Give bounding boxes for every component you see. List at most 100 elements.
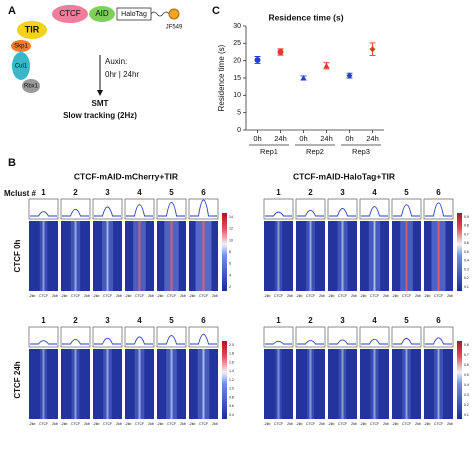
x-tick-label: CTCF bbox=[338, 422, 347, 426]
data-point bbox=[277, 49, 284, 55]
auxin-label: Auxin: bbox=[105, 57, 127, 66]
colorbar-tick-label: 0.6 bbox=[229, 404, 234, 408]
panel-title: CTCF-mAID-HaloTag+TIR bbox=[293, 171, 395, 181]
x-tick-label: CTCF bbox=[103, 294, 112, 298]
data-point bbox=[346, 72, 353, 79]
x-tick-label: 2kb bbox=[212, 422, 218, 426]
x-tick-label: -2kb bbox=[61, 422, 68, 426]
profile-box bbox=[124, 198, 155, 220]
y-tick-label: 5 bbox=[237, 110, 241, 117]
halotag-label: HaloTag bbox=[121, 11, 147, 18]
heatmap-center bbox=[405, 221, 408, 291]
colorbar-tick-label: 0.7 bbox=[464, 353, 469, 357]
dye-shape bbox=[168, 8, 180, 20]
x-tick-label: 2kb bbox=[148, 294, 154, 298]
colorbar-tick-label: 0.2 bbox=[464, 403, 469, 407]
data-point bbox=[323, 62, 330, 69]
colorbar-tick-label: 6 bbox=[229, 262, 231, 266]
cul1-label: Cul1 bbox=[15, 64, 28, 70]
colorbar-tick-label: 0.6 bbox=[464, 363, 469, 367]
x-tick-label: -2kb bbox=[328, 422, 335, 426]
panel-letter: A bbox=[8, 5, 16, 17]
x-tick-label: -2kb bbox=[360, 294, 367, 298]
colorbar-tick-label: 8 bbox=[229, 250, 231, 254]
profile-box bbox=[295, 326, 326, 348]
x-tick-label: 0h bbox=[299, 134, 307, 143]
heatmap-center bbox=[373, 221, 376, 291]
cluster-number: 3 bbox=[105, 188, 110, 197]
cluster-number: 2 bbox=[308, 316, 313, 325]
x-tick-label: 2kb bbox=[148, 422, 154, 426]
x-tick-label: 2kb bbox=[383, 422, 389, 426]
heatmap-center bbox=[309, 221, 312, 291]
tracking-label: Slow tracking (2Hz) bbox=[63, 111, 137, 120]
profile-curve bbox=[30, 211, 57, 217]
colorbar-tick-label: 0.4 bbox=[229, 413, 234, 417]
group-label: Rep1 bbox=[260, 147, 278, 156]
heatmap-center bbox=[277, 221, 280, 291]
x-tick-label: 2kb bbox=[116, 422, 122, 426]
x-tick-label: -2kb bbox=[157, 422, 164, 426]
cluster-number: 6 bbox=[201, 316, 206, 325]
x-tick-label: 24h bbox=[274, 134, 287, 143]
arrow-head bbox=[97, 90, 103, 96]
ctcf-label: CTCF bbox=[59, 9, 80, 18]
colorbar-tick-label: 1.4 bbox=[229, 369, 234, 373]
x-tick-label: CTCF bbox=[39, 294, 48, 298]
x-tick-label: CTCF bbox=[434, 294, 443, 298]
profile-curve bbox=[361, 338, 388, 345]
colorbar-tick-label: 0.8 bbox=[464, 224, 469, 228]
colorbar-tick-label: 0.3 bbox=[464, 267, 469, 271]
cluster-number: 1 bbox=[276, 316, 281, 325]
x-tick-label: CTCF bbox=[199, 422, 208, 426]
panel-a: A TIR Skp1 Cul1 Rbx1 CTCF AID HaloTag JF… bbox=[8, 5, 183, 120]
cluster-number: 6 bbox=[436, 188, 441, 197]
profile-curve bbox=[62, 208, 89, 217]
x-tick-label: -2kb bbox=[424, 422, 431, 426]
ctcf-shape bbox=[52, 5, 88, 23]
rbx1-label: Rbx1 bbox=[24, 84, 39, 90]
heatmap-center bbox=[437, 349, 440, 419]
profile-curve bbox=[425, 202, 452, 217]
colorbar-tick-label: 0.8 bbox=[229, 395, 234, 399]
x-tick-label: -2kb bbox=[29, 294, 36, 298]
x-tick-label: 2kb bbox=[351, 294, 357, 298]
profile-box bbox=[327, 326, 358, 348]
colorbar-tick-label: 0.8 bbox=[464, 343, 469, 347]
group-label: Rep3 bbox=[352, 147, 370, 156]
panel-letter: C bbox=[212, 5, 220, 17]
cluster-number: 5 bbox=[169, 316, 174, 325]
colorbar-tick-label: 0.5 bbox=[464, 373, 469, 377]
profile-curve bbox=[329, 339, 356, 345]
cluster-number: 4 bbox=[372, 316, 377, 325]
heatmap-center bbox=[138, 349, 141, 419]
profile-box bbox=[92, 198, 123, 220]
profile-box bbox=[60, 326, 91, 348]
profile-curve bbox=[265, 211, 292, 217]
heatmap-center bbox=[170, 349, 173, 419]
colorbar bbox=[222, 341, 227, 419]
x-tick-label: CTCF bbox=[274, 422, 283, 426]
cluster-number: 1 bbox=[276, 188, 281, 197]
dye-label: JF549 bbox=[166, 25, 183, 31]
x-tick-label: CTCF bbox=[135, 422, 144, 426]
cluster-number: 5 bbox=[404, 188, 409, 197]
x-tick-label: 2kb bbox=[180, 422, 186, 426]
panel-letter: B bbox=[8, 157, 16, 169]
profile-curve bbox=[393, 204, 420, 217]
x-tick-label: -2kb bbox=[157, 294, 164, 298]
heatmap-center bbox=[202, 221, 205, 291]
y-tick-label: 30 bbox=[233, 23, 241, 30]
cluster-number: 2 bbox=[308, 188, 313, 197]
profile-curve bbox=[94, 206, 121, 217]
x-tick-label: 2kb bbox=[319, 422, 325, 426]
colorbar-tick-label: 14 bbox=[229, 215, 233, 219]
cluster-number: 1 bbox=[41, 188, 46, 197]
cluster-number: 6 bbox=[436, 316, 441, 325]
colorbar-tick-label: 2.0 bbox=[229, 343, 234, 347]
x-tick-label: 24h bbox=[320, 134, 333, 143]
times-label: 0hr | 24hr bbox=[105, 70, 139, 79]
aid-label: AID bbox=[95, 9, 109, 18]
x-tick-label: -2kb bbox=[264, 294, 271, 298]
profile-curve bbox=[265, 340, 292, 345]
